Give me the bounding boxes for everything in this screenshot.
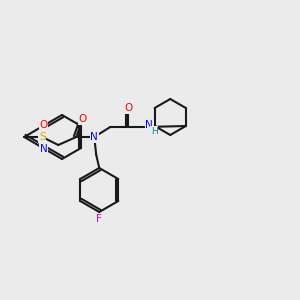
Text: F: F <box>96 214 102 224</box>
Text: N: N <box>90 132 98 142</box>
Text: O: O <box>78 114 86 124</box>
Text: N: N <box>146 120 153 130</box>
Text: H: H <box>151 127 158 136</box>
Text: O: O <box>124 103 132 113</box>
Text: O: O <box>39 120 48 130</box>
Text: S: S <box>39 132 46 142</box>
Text: N: N <box>40 144 47 154</box>
